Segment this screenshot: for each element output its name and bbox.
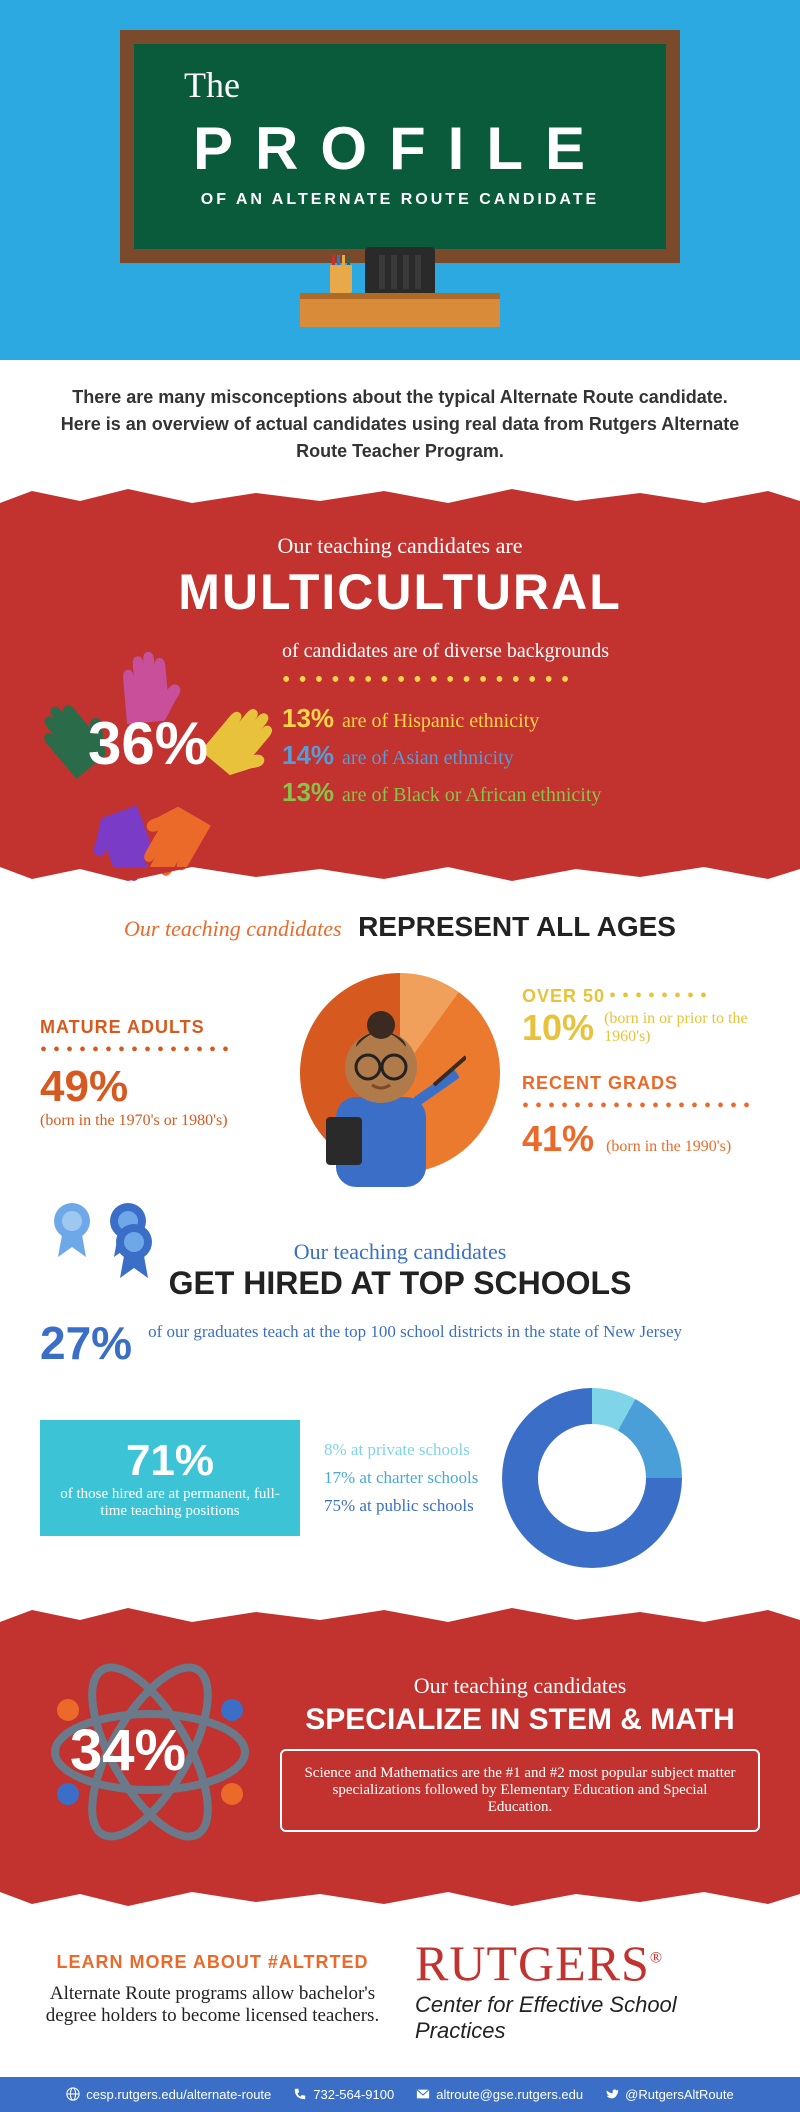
torn-edge [0,1608,800,1622]
chalkboard: The PROFILE OF AN ALTERNATE ROUTE CANDID… [120,30,680,263]
stem-section: 34% Our teaching candidates SPECIALIZE I… [0,1622,800,1892]
age-note: (born in the 1970's or 1980's) [40,1112,278,1130]
stat-label: at private schools [351,1440,470,1459]
ethnicity-row: 13%are of Hispanic ethnicity [282,703,760,734]
ethnicity-row: 14% are of Asian ethnicity [282,740,760,771]
header: The PROFILE OF AN ALTERNATE ROUTE CANDID… [0,0,800,360]
learn-section: LEARN MORE ABOUT #ALTRTED Alternate Rout… [0,1906,800,2077]
stat-pct: 75% [324,1496,355,1515]
age-label: OVER 50 [522,986,605,1006]
rutgers-logo: RUTGERS® Center for Effective School Pra… [415,1934,760,2045]
teacher-icon [306,1007,466,1187]
chair-icon [365,247,435,297]
stat-label: at charter schools [359,1468,478,1487]
torn-edge [0,489,800,503]
ribbon-icon [48,1201,96,1266]
contact-text: @RutgersAltRoute [625,2087,734,2102]
multicultural-title: MULTICULTURAL [40,563,760,621]
age-mature: MATURE ADULTS ••••••••••••••• 49% (born … [40,1017,278,1130]
desk-icon [300,293,500,327]
dot-divider: •••••••••••••••••• [522,1100,760,1112]
teacher-pie [290,963,510,1183]
contact-text: altroute@gse.rutgers.edu [436,2087,583,2102]
eth-pct: 14% [282,740,334,770]
dot-divider: ••••••••••••••• [40,1044,278,1056]
multicultural-sub: of candidates are of diverse backgrounds [282,640,760,663]
stem-lead: Our teaching candidates [280,1673,760,1699]
school-stat-row: 8% at private schools [324,1440,478,1460]
stem-title: SPECIALIZE IN STEM & MATH [280,1703,760,1737]
eth-pct: 13% [282,777,334,807]
age-label: RECENT GRADS [522,1073,760,1094]
stat-pct: 17% [324,1468,355,1487]
school-stats: 8% at private schools 17% at charter sch… [324,1432,478,1524]
eth-label: are of Hispanic ethnicity [342,710,539,732]
age-pct: 49% [40,1062,278,1112]
intro-text: There are many misconceptions about the … [0,360,800,489]
ages-title: REPRESENT ALL AGES [358,911,676,942]
perm-pct: 71% [58,1436,282,1486]
age-label: MATURE ADULTS [40,1017,278,1038]
multicultural-pct: 36% [88,709,208,778]
eth-label: are of Black or African ethnicity [342,784,601,806]
stat-pct: 8% [324,1440,347,1459]
ages-lead: Our teaching candidates [124,916,342,941]
learn-heading: LEARN MORE ABOUT #ALTRTED [40,1952,385,1973]
contact-twitter: @RutgersAltRoute [605,2087,734,2102]
phone-icon [293,2087,307,2101]
title-subtitle: OF AN ALTERNATE ROUTE CANDIDATE [164,191,636,209]
contact-phone: 732-564-9100 [293,2087,394,2102]
age-pct: 41% [522,1118,594,1159]
perm-text: of those hired are at permanent, full-ti… [58,1486,282,1520]
hired-top-stat: 27% of our graduates teach at the top 10… [40,1316,760,1370]
torn-edge [0,867,800,881]
age-note: (born in the 1990's) [606,1138,731,1155]
contact-web: cesp.rutgers.edu/alternate-route [66,2087,271,2102]
permanent-box: 71% of those hired are at permanent, ful… [40,1420,300,1536]
mail-icon [416,2087,430,2101]
ethnicity-row: 13% are of Black or African ethnicity [282,777,760,808]
desk-scene [300,247,500,327]
school-donut-chart [502,1388,682,1568]
hands-icon: 36% [40,627,270,827]
stem-text: Our teaching candidates SPECIALIZE IN ST… [280,1673,760,1832]
org-name: RUTGERS [415,1935,650,1991]
hired-top-pct: 27% [40,1316,132,1370]
ages-heading: Our teaching candidates REPRESENT ALL AG… [40,911,760,943]
age-over50: OVER 50 •••••••• 10% (born in or prior t… [522,986,760,1049]
age-right-col: OVER 50 •••••••• 10% (born in or prior t… [522,986,760,1160]
stem-pct: 34% [70,1717,186,1784]
contact-text: cesp.rutgers.edu/alternate-route [86,2087,271,2102]
contact-text: 732-564-9100 [313,2087,394,2102]
age-recent: RECENT GRADS •••••••••••••••••• 41% (bor… [522,1073,760,1160]
multicultural-section: Our teaching candidates are MULTICULTURA… [0,503,800,867]
contact-bar: cesp.rutgers.edu/alternate-route 732-564… [0,2077,800,2112]
atom-icon: 34% [40,1652,260,1852]
multicultural-lead: Our teaching candidates are [40,533,760,559]
stem-box: Science and Mathematics are the #1 and #… [280,1749,760,1832]
age-pct: 10% [522,1007,594,1049]
hired-breakdown: 71% of those hired are at permanent, ful… [40,1388,760,1568]
school-stat-row: 75% at public schools [324,1496,478,1516]
hired-top-text: of our graduates teach at the top 100 sc… [148,1316,682,1342]
title-the: The [184,64,636,106]
learn-text: LEARN MORE ABOUT #ALTRTED Alternate Rout… [40,1952,385,2027]
eth-label: are of Asian ethnicity [342,747,514,769]
learn-body: Alternate Route programs allow bachelor'… [40,1983,385,2027]
dot-divider: •••••••••••••••••• [282,673,760,687]
torn-edge [0,1892,800,1906]
stat-label: at public schools [359,1496,473,1515]
title-profile: PROFILE [164,114,636,183]
twitter-icon [605,2087,619,2101]
pencil-cup-icon [330,265,352,293]
ages-section: Our teaching candidates REPRESENT ALL AG… [0,881,800,1608]
school-stat-row: 17% at charter schools [324,1468,478,1488]
age-note: (born in or prior to the 1960's) [604,1010,760,1046]
contact-email: altroute@gse.rutgers.edu [416,2087,583,2102]
dot-divider: •••••••• [609,985,713,1007]
globe-icon [66,2087,80,2101]
